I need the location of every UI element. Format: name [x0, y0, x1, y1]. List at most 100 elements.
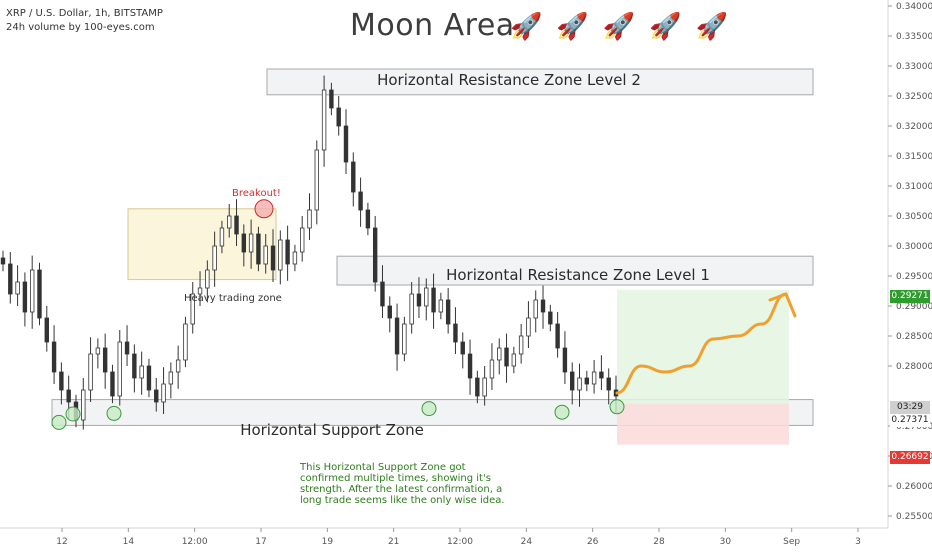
x-tick-label: 12:00 [447, 537, 473, 547]
candle-body [555, 323, 560, 349]
candle-body [358, 191, 363, 211]
y-tick-label: 0.29000 [896, 302, 932, 312]
candle-body [263, 245, 268, 265]
candle-body [234, 215, 239, 235]
rocket-icon: 🚀 [649, 12, 696, 42]
candle-body [570, 371, 575, 391]
candle-body [540, 299, 546, 313]
y-tick-label: 0.34000 [896, 2, 932, 12]
candle-body [241, 233, 247, 253]
candle-body [372, 227, 378, 283]
candle-body [22, 281, 28, 313]
support-touch-marker [106, 405, 122, 421]
forecast-arrowhead [768, 292, 797, 318]
candle-body [146, 365, 152, 391]
support-zone-label: Horizontal Support Zone [240, 421, 424, 439]
candle-body [88, 353, 93, 391]
x-tick-label: 28 [653, 537, 665, 547]
candle-body [205, 269, 210, 289]
candle-body [336, 107, 341, 127]
x-tick-label: 30 [720, 537, 732, 547]
candle-body [168, 371, 174, 385]
forecast-path [615, 292, 788, 395]
candle-body [190, 293, 195, 325]
y-tick-label: 0.33000 [896, 62, 932, 72]
candle-body [489, 359, 495, 379]
y-tick-label: 0.28000 [896, 362, 932, 372]
candle-body [175, 359, 181, 373]
candle-body [15, 281, 20, 295]
candle-body [285, 239, 290, 265]
candle-body [139, 365, 144, 379]
support-touch-marker [51, 414, 67, 430]
candle-body [351, 161, 356, 193]
x-tick-label: 14 [123, 537, 135, 547]
candle-body [329, 89, 334, 109]
chart-title: Moon Area [350, 8, 515, 43]
candle-body [387, 305, 392, 319]
candle-body [314, 149, 319, 211]
candle-body [95, 347, 101, 355]
candle-body [394, 317, 400, 355]
candle-body [526, 317, 531, 337]
y-tick-label: 0.30000 [896, 242, 932, 252]
candle-body [460, 341, 465, 355]
y-tick-label: 0.26000 [896, 482, 932, 492]
rocket-icon: 🚀 [695, 12, 742, 42]
candle-body [482, 377, 487, 397]
stop-price-tag: 0.26692 [890, 451, 930, 464]
candle-body [416, 293, 422, 307]
rocket-icon: 🚀 [602, 12, 650, 42]
resistance-zone-2 [266, 68, 814, 96]
y-tick-label: 0.31500 [896, 152, 932, 162]
candle-body [548, 311, 553, 325]
candle-body [577, 377, 582, 391]
candle-body [365, 209, 371, 229]
candle-body [0, 257, 6, 265]
x-tick-label: 21 [388, 537, 399, 547]
candle-body [66, 389, 71, 403]
candle-body [343, 125, 349, 163]
breakout-label: Breakout! [232, 188, 281, 199]
candle-body [256, 233, 261, 265]
candles [0, 75, 619, 430]
candle-body [124, 341, 130, 355]
candle-body [37, 269, 42, 319]
candle-body [380, 281, 385, 307]
candle-body [8, 263, 13, 295]
candle-body [424, 287, 429, 307]
candle-body [117, 341, 122, 397]
y-tick-label: 0.33500 [896, 32, 932, 42]
volume-line: 24h volume by 100-eyes.com [6, 22, 155, 33]
y-tick-label: 0.32000 [896, 122, 932, 132]
candle-body [81, 389, 86, 421]
candle-body [445, 299, 451, 325]
support-touch-marker [609, 399, 625, 415]
x-tick-label: 19 [322, 537, 334, 547]
y-tick-label: 0.27000 [896, 422, 932, 432]
x-tick-label: 26 [587, 537, 599, 547]
candle-body [409, 293, 414, 325]
x-tick-label: 24 [521, 537, 533, 547]
rocket-icon: 🚀 [510, 12, 557, 42]
candle-body [212, 245, 217, 271]
countdown-tag: 03:29 [890, 401, 930, 414]
candle-body [584, 377, 590, 385]
x-tick-label: 3 [855, 537, 861, 547]
analysis-note: This Horizontal Support Zone got confirm… [300, 462, 505, 506]
candle-body [110, 371, 115, 397]
candle-body [533, 299, 538, 319]
candle-body [438, 299, 444, 313]
y-tick-label: 0.30500 [896, 212, 932, 222]
candle-body [497, 347, 502, 361]
candle-body [132, 353, 137, 379]
x-tick-label: 12:00 [182, 537, 208, 547]
candle-body [307, 209, 312, 229]
rocket-icons: 🚀🚀🚀🚀🚀 [510, 12, 742, 42]
candle-body [591, 371, 597, 385]
heavy-trading-box [127, 208, 277, 281]
candle-body [102, 347, 108, 373]
candle-body [606, 377, 611, 391]
